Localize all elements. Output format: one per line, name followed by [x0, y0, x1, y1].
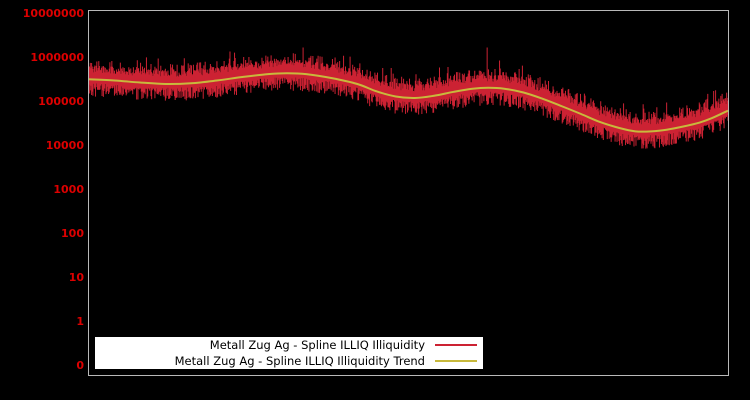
plot-series-svg	[89, 47, 728, 149]
legend-swatch-illiquidity	[435, 344, 477, 346]
y-axis-tick-10000000: 10000000	[22, 7, 84, 20]
y-axis-tick-100000: 100000	[38, 95, 84, 108]
y-axis-tick-1000: 1000	[53, 183, 84, 196]
legend-swatch-illiquidity-trend	[435, 360, 477, 362]
y-axis-tick-10000: 10000	[45, 139, 84, 152]
y-axis-tick-0: 0	[76, 359, 84, 372]
series-illiquidity-trend-path	[89, 72, 728, 133]
y-axis-tick-1: 1	[76, 315, 84, 328]
legend-label-illiquidity: Metall Zug Ag - Spline ILLIQ Illiquidity	[209, 337, 425, 352]
chart-legend: Metall Zug Ag - Spline ILLIQ Illiquidity…	[95, 337, 483, 369]
legend-label-illiquidity-trend: Metall Zug Ag - Spline ILLIQ Illiquidity…	[174, 353, 425, 368]
legend-item-illiquidity: Metall Zug Ag - Spline ILLIQ Illiquidity	[95, 337, 483, 353]
y-axis-tick-100: 100	[61, 227, 84, 240]
y-axis-tick-1000000: 1000000	[30, 51, 84, 64]
legend-item-illiquidity-trend: Metall Zug Ag - Spline ILLIQ Illiquidity…	[95, 353, 483, 369]
y-axis-tick-labels: 10000000 1000000 100000 10000 1000 100 10 1 0	[0, 0, 84, 400]
plot-area	[88, 10, 729, 376]
y-axis-tick-10: 10	[68, 271, 84, 284]
